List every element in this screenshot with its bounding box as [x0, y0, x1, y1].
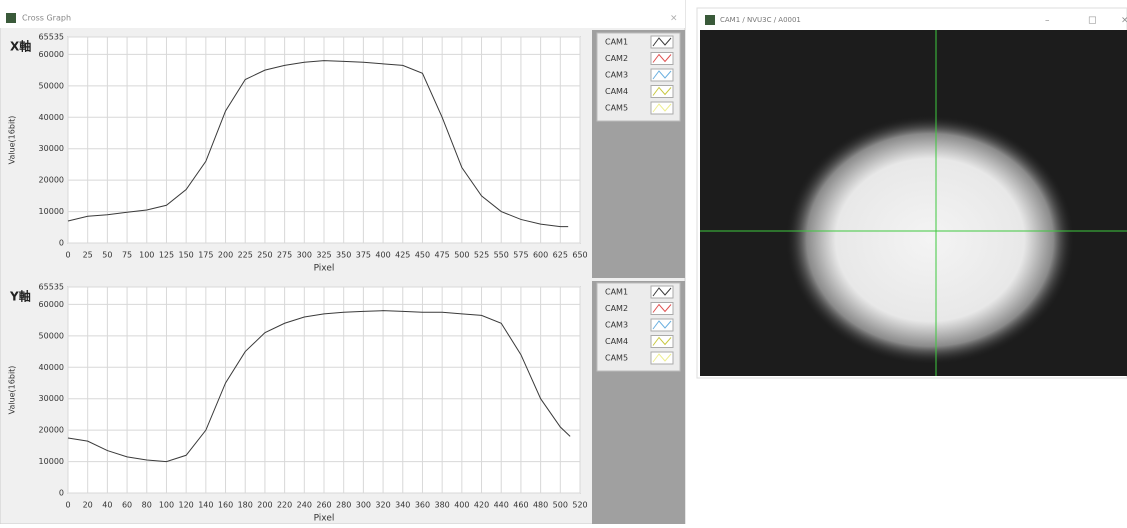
chart-title: Y軸 [9, 289, 31, 304]
x-tick-label: 440 [494, 501, 509, 510]
x-tick-label: 275 [277, 251, 292, 260]
x-tick-label: 375 [356, 251, 371, 260]
legend-label: CAM1 [605, 288, 628, 297]
x-tick-label: 460 [513, 501, 528, 510]
legend-label: CAM5 [605, 354, 628, 363]
x-tick-label: 80 [142, 501, 152, 510]
window-title: CAM1 / NVU3C / A0001 [720, 16, 801, 24]
legend-label: CAM5 [605, 104, 628, 113]
y-tick-label: 20000 [39, 176, 64, 185]
minimize-button[interactable]: – [1045, 16, 1050, 26]
y-tick-label: 0 [59, 239, 64, 248]
x-tick-label: 300 [297, 251, 312, 260]
x-tick-label: 420 [474, 501, 489, 510]
x-tick-label: 625 [553, 251, 568, 260]
x-tick-label: 200 [218, 251, 233, 260]
window-title: Cross Graph [22, 14, 71, 23]
legend-label: CAM2 [605, 54, 628, 63]
x-tick-label: 160 [218, 501, 233, 510]
legend-label: CAM1 [605, 38, 628, 47]
x-tick-label: 175 [198, 251, 213, 260]
x-tick-label: 150 [179, 251, 194, 260]
x-tick-label: 340 [395, 501, 410, 510]
y-tick-label: 0 [59, 489, 64, 498]
y-tick-label: 60000 [39, 50, 64, 59]
x-tick-label: 320 [375, 501, 390, 510]
y-tick-label: 65535 [39, 283, 64, 292]
y-tick-label: 50000 [39, 331, 64, 340]
x-tick-label: 200 [257, 501, 272, 510]
x-tick-label: 50 [102, 251, 112, 260]
legend-label: CAM3 [605, 71, 628, 80]
y-tick-label: 10000 [39, 207, 64, 216]
x-tick-label: 120 [179, 501, 194, 510]
x-tick-label: 400 [454, 501, 469, 510]
close-button[interactable]: × [1121, 16, 1127, 26]
close-button[interactable]: × [670, 14, 678, 24]
maximize-button[interactable]: □ [1088, 16, 1097, 26]
page: {"windows": {"graph_title": "Cross Graph… [0, 0, 1127, 524]
x-tick-label: 380 [435, 501, 450, 510]
x-tick-label: 75 [122, 251, 132, 260]
y-axis-label: Value(16bit) [8, 366, 17, 415]
x-tick-label: 575 [513, 251, 528, 260]
x-tick-label: 25 [83, 251, 93, 260]
x-tick-label: 0 [65, 251, 70, 260]
x-tick-label: 250 [257, 251, 272, 260]
chart-title: X軸 [10, 39, 31, 54]
x-tick-label: 360 [415, 501, 430, 510]
x-tick-label: 325 [316, 251, 331, 260]
y-tick-label: 30000 [39, 394, 64, 403]
x-tick-label: 40 [102, 501, 112, 510]
x-tick-label: 525 [474, 251, 489, 260]
x-tick-label: 500 [454, 251, 469, 260]
x-tick-label: 400 [375, 251, 390, 260]
x-tick-label: 220 [277, 501, 292, 510]
x-tick-label: 225 [238, 251, 253, 260]
x-tick-label: 475 [435, 251, 450, 260]
y-tick-label: 65535 [39, 33, 64, 42]
x-tick-label: 425 [395, 251, 410, 260]
legend-label: CAM4 [605, 87, 628, 96]
x-tick-label: 20 [83, 501, 93, 510]
x-tick-label: 500 [553, 501, 568, 510]
x-tick-label: 650 [572, 251, 587, 260]
x-tick-label: 0 [65, 501, 70, 510]
y-tick-label: 40000 [39, 363, 64, 372]
x-tick-label: 300 [356, 501, 371, 510]
y-tick-label: 20000 [39, 426, 64, 435]
app-icon [705, 15, 715, 25]
x-tick-label: 520 [572, 501, 587, 510]
x-tick-label: 260 [316, 501, 331, 510]
x-tick-label: 550 [494, 251, 509, 260]
x-tick-label: 600 [533, 251, 548, 260]
y-tick-label: 10000 [39, 457, 64, 466]
x-tick-label: 125 [159, 251, 174, 260]
y-axis-label: Value(16bit) [8, 116, 17, 165]
x-tick-label: 240 [297, 501, 312, 510]
x-tick-label: 180 [238, 501, 253, 510]
x-tick-label: 100 [139, 251, 154, 260]
x-tick-label: 280 [336, 501, 351, 510]
x-tick-label: 450 [415, 251, 430, 260]
x-tick-label: 350 [336, 251, 351, 260]
legend-label: CAM3 [605, 321, 628, 330]
x-tick-label: 100 [159, 501, 174, 510]
x-axis-label: Pixel [314, 264, 335, 274]
y-tick-label: 30000 [39, 144, 64, 153]
y-tick-label: 50000 [39, 81, 64, 90]
x-axis-label: Pixel [314, 514, 335, 524]
graph-titlebar [0, 0, 685, 28]
screen: Cross Graph × CAM1 / NVU3C / A0001 – □ ×… [0, 0, 1127, 524]
x-tick-label: 60 [122, 501, 132, 510]
y-tick-label: 60000 [39, 300, 64, 309]
app-icon [6, 13, 16, 23]
y-tick-label: 40000 [39, 113, 64, 122]
beam-spot [785, 115, 1075, 365]
x-tick-label: 140 [198, 501, 213, 510]
x-tick-label: 480 [533, 501, 548, 510]
legend-label: CAM4 [605, 337, 628, 346]
legend-label: CAM2 [605, 304, 628, 313]
